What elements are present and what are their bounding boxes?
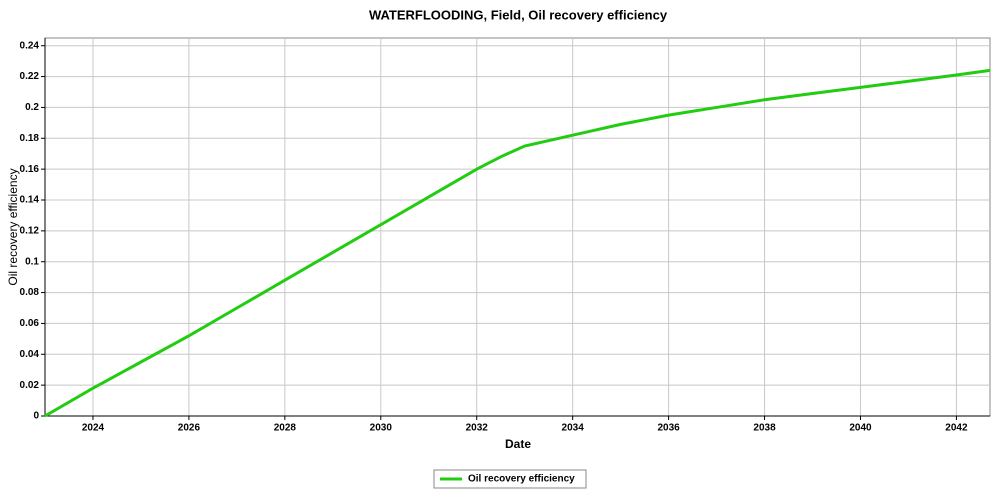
- y-tick-label: 0.06: [20, 318, 40, 329]
- y-tick-label: 0.14: [20, 195, 40, 206]
- y-tick-label: 0.18: [20, 133, 40, 144]
- legend-label: Oil recovery efficiency: [468, 474, 575, 485]
- y-tick-label: 0.24: [20, 40, 40, 51]
- x-tick-label: 2042: [945, 423, 968, 434]
- data-line: [44, 68, 991, 418]
- y-tick-label: 0.22: [20, 71, 40, 82]
- y-tick-label: 0.16: [20, 164, 40, 175]
- x-axis-label: Date: [505, 437, 531, 451]
- x-tick-label: 2026: [178, 423, 201, 434]
- x-tick-label: 2038: [753, 423, 776, 434]
- y-tick-label: 0.04: [20, 349, 40, 360]
- y-tick-label: 0.12: [20, 225, 40, 236]
- x-tick-label: 2032: [466, 423, 489, 434]
- legend-box: [433, 469, 587, 489]
- x-tick-label: 2024: [82, 423, 105, 434]
- y-tick-label: 0.02: [20, 380, 40, 391]
- x-tick-label: 2036: [657, 423, 680, 434]
- x-tick-label: 2030: [370, 423, 393, 434]
- y-axis-label: Oil recovery efficiency: [6, 168, 20, 285]
- x-tick-label: 2028: [274, 423, 297, 434]
- y-tick-label: 0.08: [20, 287, 40, 298]
- plot-area: [44, 37, 991, 417]
- y-tick-label: 0.1: [25, 256, 39, 267]
- x-tick-label: 2040: [849, 423, 872, 434]
- x-tick-label: 2034: [562, 423, 585, 434]
- y-tick-label: 0: [33, 411, 39, 422]
- y-tick-label: 0.2: [25, 102, 39, 113]
- chart-title: WATERFLOODING, Field, Oil recovery effic…: [369, 7, 668, 22]
- legend: Oil recovery efficiency: [433, 469, 587, 489]
